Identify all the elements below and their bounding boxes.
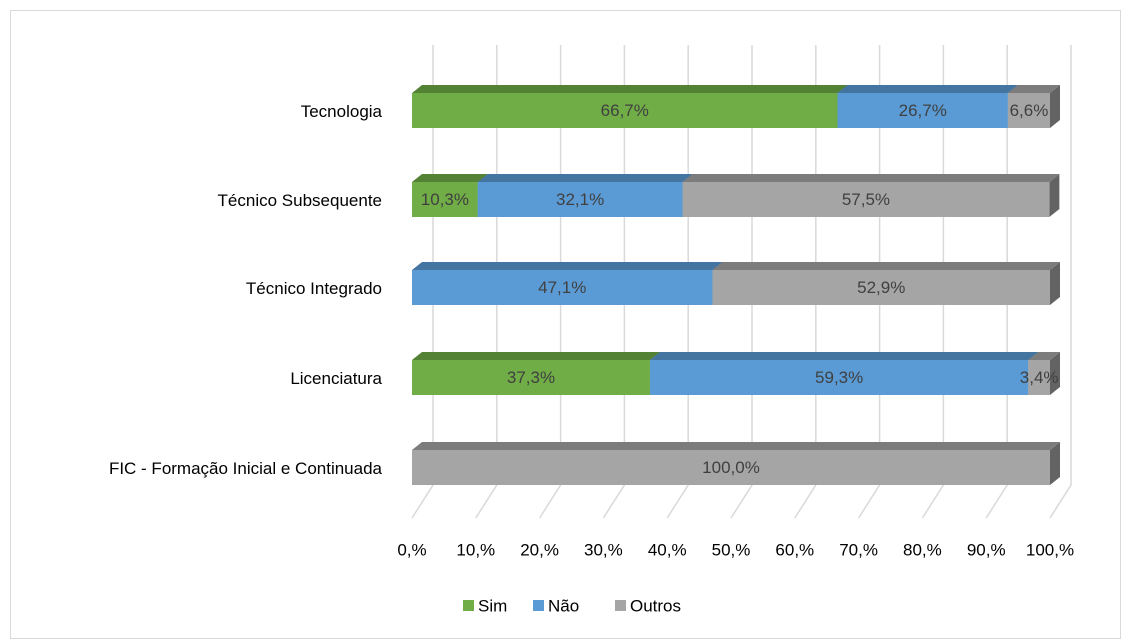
legend-swatch xyxy=(463,600,474,611)
bar-top xyxy=(837,85,1018,93)
data-label: 10,3% xyxy=(421,190,469,209)
x-tick-label: 20,% xyxy=(520,540,559,559)
bar-top xyxy=(412,442,1060,450)
bar xyxy=(412,270,713,305)
data-label: 6,6% xyxy=(1010,101,1049,120)
bar-side xyxy=(1049,174,1060,217)
bar-side xyxy=(1050,262,1060,305)
data-label: 57,5% xyxy=(842,190,890,209)
bar xyxy=(412,93,838,128)
legend-label: Sim xyxy=(478,596,507,615)
x-tick-label: 80,% xyxy=(903,540,942,559)
category-label: Tecnologia xyxy=(301,102,383,121)
x-tick-label: 60,% xyxy=(775,540,814,559)
data-label: 47,1% xyxy=(538,278,586,297)
x-tick-label: 10,% xyxy=(456,540,495,559)
bar-top xyxy=(412,262,723,270)
bar-top xyxy=(412,174,488,182)
data-label: 26,7% xyxy=(899,101,947,120)
data-label: 100,0% xyxy=(702,458,760,477)
bar xyxy=(837,93,1008,128)
x-tick-label: 70,% xyxy=(839,540,878,559)
bar xyxy=(1028,360,1050,395)
data-label: 3,4% xyxy=(1020,368,1059,387)
data-label: 52,9% xyxy=(857,278,905,297)
bar-top xyxy=(477,174,693,182)
bar-top xyxy=(682,174,1060,182)
bar-top xyxy=(412,85,848,93)
data-label: 59,3% xyxy=(815,368,863,387)
bar xyxy=(712,270,1050,305)
data-label: 66,7% xyxy=(601,101,649,120)
data-label: 37,3% xyxy=(507,368,555,387)
legend-label: Outros xyxy=(630,596,681,615)
bar-top xyxy=(649,352,1039,360)
bar-top xyxy=(412,352,660,360)
legend-swatch xyxy=(533,600,544,611)
category-label: Técnico Integrado xyxy=(246,279,382,298)
bar xyxy=(412,182,478,217)
x-tick-label: 40,% xyxy=(648,540,687,559)
grid-line xyxy=(1049,45,1072,519)
x-tick-label: 30,% xyxy=(584,540,623,559)
bar-top xyxy=(1028,352,1060,360)
x-tick-label: 50,% xyxy=(712,540,751,559)
bar-top xyxy=(1007,85,1060,93)
category-label: Técnico Subsequente xyxy=(218,191,382,210)
bar xyxy=(477,182,683,217)
bar-side xyxy=(1050,352,1060,395)
bar-side xyxy=(1050,442,1060,485)
legend-swatch xyxy=(615,600,626,611)
category-label: Licenciatura xyxy=(290,369,382,388)
category-label: FIC - Formação Inicial e Continuada xyxy=(109,459,383,478)
data-label: 32,1% xyxy=(556,190,604,209)
bar xyxy=(649,360,1029,395)
x-tick-label: 100,% xyxy=(1026,540,1074,559)
x-tick-label: 0,% xyxy=(397,540,426,559)
legend-label: Não xyxy=(548,596,579,615)
bar xyxy=(412,450,1050,485)
bar-side xyxy=(1050,85,1060,128)
x-tick-label: 90,% xyxy=(967,540,1006,559)
bar xyxy=(682,182,1050,217)
bar xyxy=(412,360,650,395)
bar xyxy=(1007,93,1050,128)
bar-top xyxy=(712,262,1060,270)
